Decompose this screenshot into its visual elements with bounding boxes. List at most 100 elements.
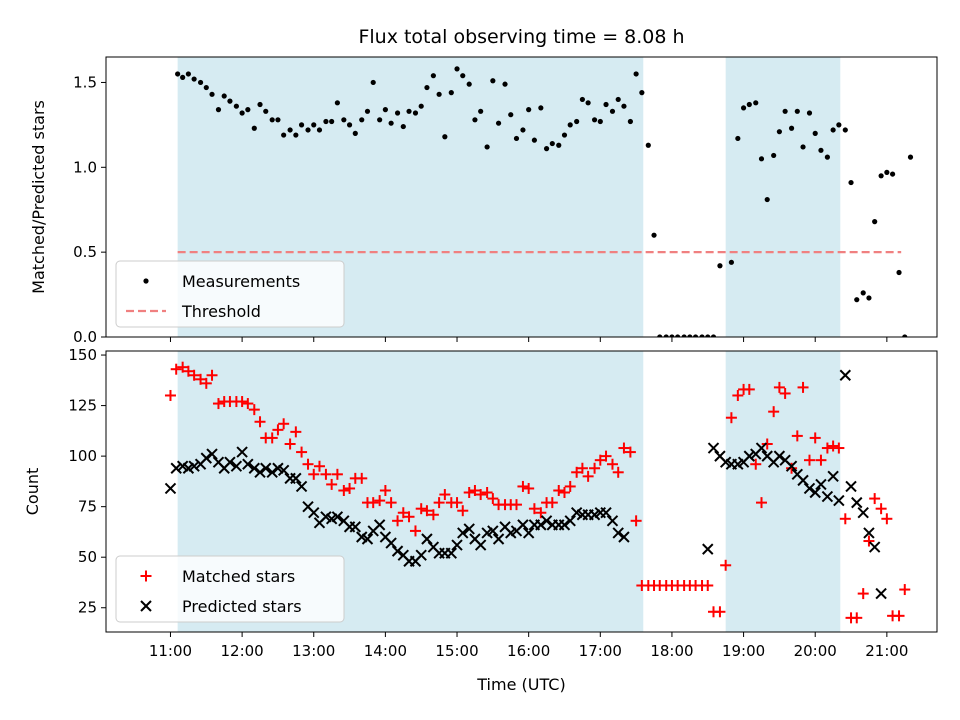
data-point — [753, 100, 759, 106]
data-point — [878, 173, 884, 179]
data-point — [374, 495, 386, 507]
data-point — [442, 134, 448, 140]
data-point — [338, 484, 350, 496]
legend-marker-predicted — [140, 600, 152, 612]
data-point — [379, 484, 391, 496]
data-point — [245, 107, 251, 113]
data-point — [755, 497, 767, 509]
data-point — [415, 549, 427, 561]
data-point — [768, 406, 780, 418]
data-point — [630, 515, 642, 527]
data-point — [797, 381, 809, 393]
data-point — [424, 84, 430, 91]
data-point — [242, 398, 254, 410]
data-point — [740, 105, 747, 111]
data-point — [558, 487, 570, 499]
data-point — [263, 108, 269, 114]
legend-box — [115, 260, 345, 328]
data-point — [797, 474, 809, 487]
data-point — [266, 432, 278, 444]
data-point — [558, 519, 571, 531]
data-point — [484, 144, 490, 150]
data-point — [907, 154, 914, 160]
data-point — [421, 533, 433, 545]
data-point — [392, 515, 404, 527]
data-point — [869, 493, 881, 505]
data-point — [717, 263, 723, 269]
data-point — [597, 118, 603, 125]
data-point — [478, 108, 484, 114]
data-point — [295, 480, 308, 493]
data-point — [302, 458, 314, 470]
data-point — [364, 108, 371, 114]
data-point — [349, 521, 362, 533]
data-point — [735, 135, 741, 142]
data-point — [385, 497, 397, 509]
data-point — [209, 91, 215, 97]
data-point — [361, 533, 374, 545]
data-point — [612, 527, 624, 539]
data-point — [170, 363, 182, 375]
data-point — [200, 377, 212, 389]
data-point — [806, 110, 813, 116]
data-point — [815, 478, 827, 491]
data-point — [329, 118, 335, 125]
data-point — [540, 515, 553, 527]
data-point — [164, 482, 177, 495]
data-point — [863, 527, 875, 539]
data-point — [549, 140, 555, 147]
data-point — [884, 169, 890, 175]
data-point — [517, 519, 529, 531]
bottom-y-tick-label: 75 — [78, 498, 97, 516]
top-y-tick-label: 1.0 — [73, 158, 97, 176]
data-point — [692, 334, 699, 337]
data-point — [305, 127, 311, 133]
data-point — [535, 519, 547, 531]
data-point — [812, 130, 818, 136]
data-point — [782, 108, 788, 114]
legend-marker-measurements — [143, 278, 149, 284]
data-point — [370, 79, 376, 86]
data-point — [495, 120, 502, 126]
data-point — [794, 108, 800, 114]
data-point — [415, 503, 427, 515]
data-point — [618, 442, 630, 454]
x-tick-label: 14:00 — [364, 642, 407, 660]
bottom-y-tick-label: 150 — [68, 346, 97, 364]
data-point — [824, 154, 830, 160]
data-point — [513, 135, 520, 142]
data-point — [448, 90, 454, 96]
data-point — [786, 462, 798, 474]
data-point — [528, 503, 540, 515]
data-point — [510, 499, 522, 511]
data-point — [463, 523, 475, 535]
data-point — [188, 460, 200, 472]
data-point — [430, 73, 436, 79]
bottom-observing-window-2 — [725, 351, 841, 632]
top-axes-frame — [105, 56, 938, 338]
data-point — [188, 369, 200, 381]
data-point — [451, 497, 463, 509]
data-point — [875, 503, 887, 515]
data-point — [857, 588, 869, 600]
data-point — [346, 122, 353, 128]
data-point — [331, 511, 344, 523]
data-point — [600, 450, 612, 462]
data-point — [487, 525, 499, 537]
data-point — [758, 156, 765, 162]
data-point — [764, 196, 770, 203]
data-point — [564, 480, 576, 492]
bottom-panel: 25 50 75 100 125 150 11:00 12:00 13:00 14:00 15:00… — [23, 346, 938, 694]
data-point — [564, 515, 576, 527]
legend-box — [115, 555, 345, 623]
data-point — [382, 107, 388, 113]
data-point — [633, 71, 639, 77]
data-point — [385, 537, 397, 549]
data-point — [281, 132, 287, 138]
data-point — [773, 450, 786, 462]
data-point — [175, 71, 181, 77]
top-y-axis-label: Matched/Predicted stars — [29, 100, 48, 294]
data-point — [809, 432, 821, 444]
data-point — [206, 448, 218, 460]
